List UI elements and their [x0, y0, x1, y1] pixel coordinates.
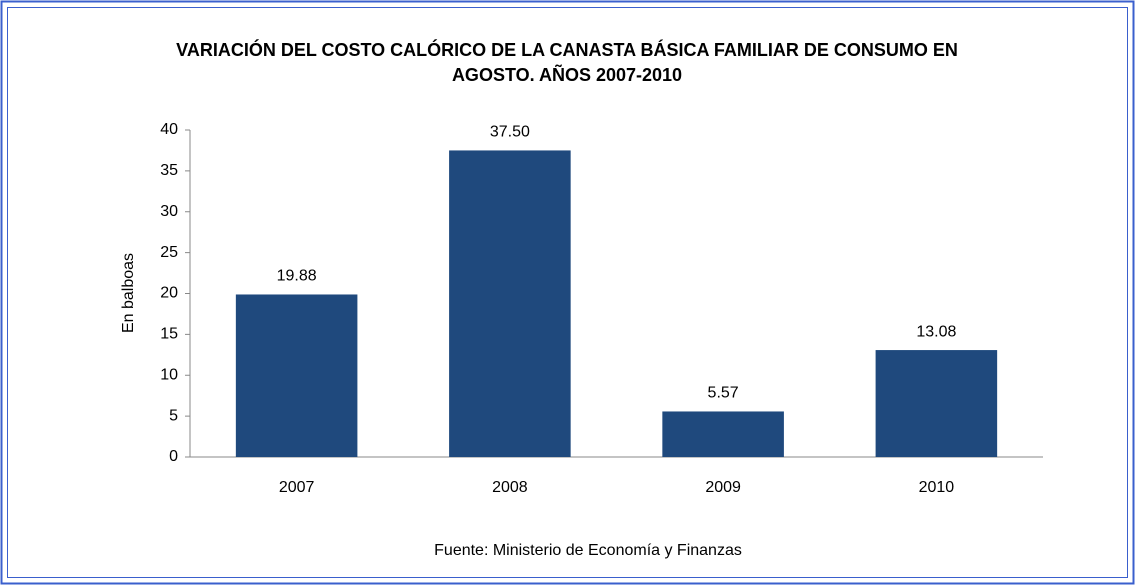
y-tick-label: 5	[169, 407, 178, 424]
data-label: 37.50	[490, 124, 530, 141]
bar	[875, 350, 998, 457]
y-axis-label: En balboas	[120, 253, 137, 333]
bar	[662, 411, 784, 457]
bar	[449, 150, 571, 457]
inner-border	[7, 7, 1128, 578]
y-tick-label: 40	[160, 121, 178, 138]
data-label: 5.57	[708, 385, 739, 402]
x-tick-label: 2007	[279, 479, 315, 496]
data-label: 19.88	[277, 268, 317, 285]
y-tick-label: 35	[160, 162, 178, 179]
chart-title: AGOSTO. AÑOS 2007-2010	[452, 64, 682, 85]
chart-title: VARIACIÓN DEL COSTO CALÓRICO DE LA CANAS…	[176, 39, 958, 60]
y-tick-label: 20	[160, 285, 178, 302]
y-tick-label: 25	[160, 244, 178, 261]
data-label: 13.08	[916, 323, 956, 340]
y-tick-label: 15	[160, 326, 178, 343]
y-tick-label: 0	[169, 448, 178, 465]
y-tick-label: 30	[160, 203, 178, 220]
x-tick-label: 2009	[705, 479, 741, 496]
y-tick-label: 10	[160, 366, 178, 383]
x-tick-label: 2008	[492, 479, 528, 496]
source-note: Fuente: Ministerio de Economía y Finanza…	[434, 542, 742, 559]
x-tick-label: 2010	[919, 479, 955, 496]
bar	[235, 294, 358, 457]
